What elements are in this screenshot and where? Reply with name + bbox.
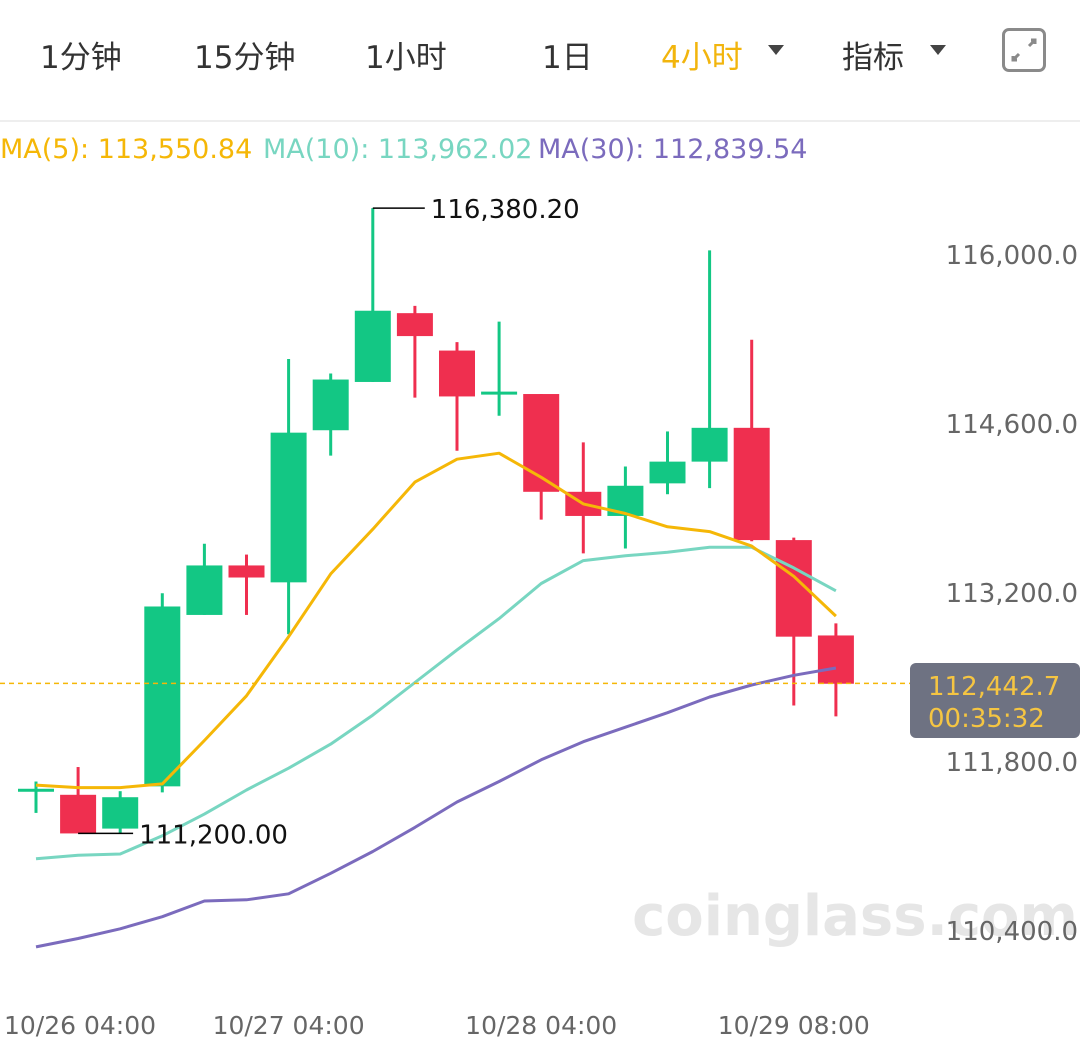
candle-body xyxy=(18,788,54,792)
tab-1day[interactable]: 1日 xyxy=(542,40,593,76)
watermark: coinglass.com xyxy=(632,884,1078,949)
candle-body xyxy=(733,427,770,541)
indicator-menu[interactable]: 指标 xyxy=(842,40,904,76)
ma10-line xyxy=(35,545,837,861)
toolbar-divider xyxy=(0,120,1080,122)
candle-body xyxy=(228,565,265,578)
candle-body xyxy=(523,394,560,492)
high-price-label: 116,380.20 xyxy=(431,195,580,225)
candle-body xyxy=(312,379,349,431)
indicator-dropdown-chevron-icon[interactable] xyxy=(930,45,946,55)
candle-body xyxy=(354,310,391,382)
tab-1min[interactable]: 1分钟 xyxy=(40,40,122,76)
ma5-legend: MA(5): 113,550.84 xyxy=(0,134,253,165)
y-tick-label: 110,400.0 xyxy=(946,917,1078,947)
y-tick-label: 113,200.0 xyxy=(946,579,1078,609)
ma30-line xyxy=(35,666,837,949)
candle-body xyxy=(396,313,433,337)
y-tick-label: 116,000.0 xyxy=(946,241,1078,271)
candle-body xyxy=(186,565,223,615)
candle-body xyxy=(270,432,307,583)
price-tag xyxy=(910,663,1080,738)
price-tag-countdown: 00:35:32 xyxy=(928,704,1045,734)
x-tick-label: 10/29 08:00 xyxy=(718,1011,870,1040)
interval-dropdown-chevron-icon[interactable] xyxy=(768,45,784,55)
candle-body xyxy=(481,391,518,395)
candle-body xyxy=(144,606,181,787)
ma30-legend: MA(30): 112,839.54 xyxy=(538,134,808,165)
fullscreen-icon xyxy=(1011,38,1037,62)
low-price-label: 111,200.00 xyxy=(139,820,288,850)
x-tick-label: 10/26 04:00 xyxy=(4,1011,156,1040)
tab-15min[interactable]: 15分钟 xyxy=(194,40,296,76)
timeframe-toolbar: 1分钟 15分钟 1小时 1日 4小时 指标 xyxy=(0,0,1080,110)
candle-body xyxy=(439,350,475,397)
candle-body xyxy=(102,797,139,829)
ma10-legend: MA(10): 113,962.02 xyxy=(263,134,533,165)
price-tag-value: 112,442.7 xyxy=(928,672,1060,702)
candle-body xyxy=(60,794,97,834)
y-tick-label: 114,600.0 xyxy=(946,410,1078,440)
tab-4hour[interactable]: 4小时 xyxy=(661,40,743,76)
tab-1hour[interactable]: 1小时 xyxy=(365,40,447,76)
candle-body xyxy=(691,427,728,462)
y-tick-label: 111,800.0 xyxy=(946,748,1078,778)
candle-body xyxy=(817,635,854,684)
candle-body xyxy=(649,461,686,484)
x-tick-label: 10/28 04:00 xyxy=(465,1011,617,1040)
fullscreen-button[interactable] xyxy=(1002,28,1046,72)
ma5-line xyxy=(35,451,837,790)
x-tick-label: 10/27 04:00 xyxy=(213,1011,365,1040)
